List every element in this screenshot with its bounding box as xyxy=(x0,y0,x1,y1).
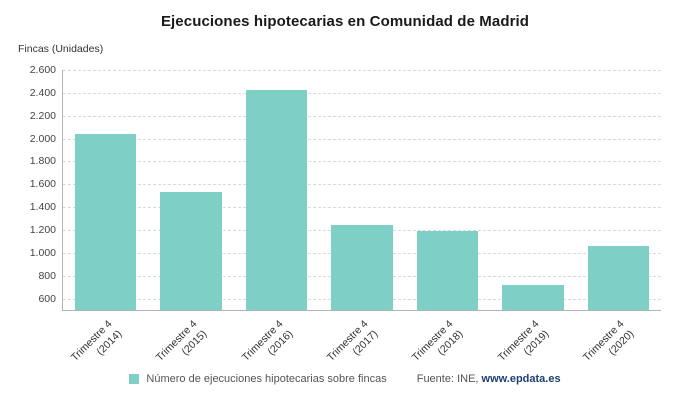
x-axis-label: Trimestre 4 (2019) xyxy=(495,318,551,364)
y-tick-label: 1.000 xyxy=(29,246,56,259)
source-prefix: Fuente: INE, xyxy=(416,373,482,385)
legend: Número de ejecuciones hipotecarias sobre… xyxy=(0,373,690,385)
gridline xyxy=(63,115,661,117)
x-axis-label: Trimestre 4 (2018) xyxy=(410,318,466,364)
x-axis-label: Trimestre 4 (2017) xyxy=(324,318,381,364)
y-tick-label: 2.400 xyxy=(29,86,56,99)
bar xyxy=(587,246,650,310)
x-axis-label: Trimestre 4 (2020) xyxy=(581,318,637,364)
y-tick-label: 2.600 xyxy=(29,64,56,76)
source-text: Fuente: INE, www.epdata.es xyxy=(417,373,561,385)
bar xyxy=(160,192,222,310)
gridline xyxy=(63,92,661,94)
bar xyxy=(74,134,137,310)
y-tick-label: 600 xyxy=(38,292,56,305)
bar xyxy=(502,284,564,310)
plot-area: 600 800 1.000 1.200 1.400 1.600 1.800 2.000 2.20… xyxy=(30,64,661,364)
x-axis-label: Trimestre 4 (2014) xyxy=(68,318,124,364)
gridline xyxy=(63,138,661,140)
gridline xyxy=(63,184,661,186)
gridline xyxy=(63,207,661,209)
y-tick-label: 1.800 xyxy=(29,155,56,168)
bar xyxy=(245,90,308,310)
y-axis-title: Fincas (Unidades) xyxy=(18,43,104,55)
chart-title: Ejecuciones hipotecarias en Comunidad de… xyxy=(160,13,530,30)
x-axis-label: Trimestre 4 (2016) xyxy=(239,318,295,364)
legend-swatch xyxy=(129,374,140,384)
y-tick-label: 2.000 xyxy=(29,132,56,145)
bar xyxy=(416,230,479,310)
gridline xyxy=(63,161,661,163)
y-tick-label: 800 xyxy=(38,269,56,282)
y-tick-label: 1.600 xyxy=(29,178,56,191)
y-tick-label: 2.200 xyxy=(29,109,56,122)
bar xyxy=(331,224,393,310)
gridline xyxy=(63,70,661,71)
legend-item: Número de ejecuciones hipotecarias sobre… xyxy=(129,373,387,385)
y-tick-label: 1.200 xyxy=(29,224,56,236)
y-tick-label: 1.400 xyxy=(29,201,56,214)
x-axis-label: Trimestre 4 (2015) xyxy=(153,318,210,364)
source-link: www.epdata.es xyxy=(481,373,561,385)
legend-label: Número de ejecuciones hipotecarias sobre… xyxy=(146,373,387,385)
